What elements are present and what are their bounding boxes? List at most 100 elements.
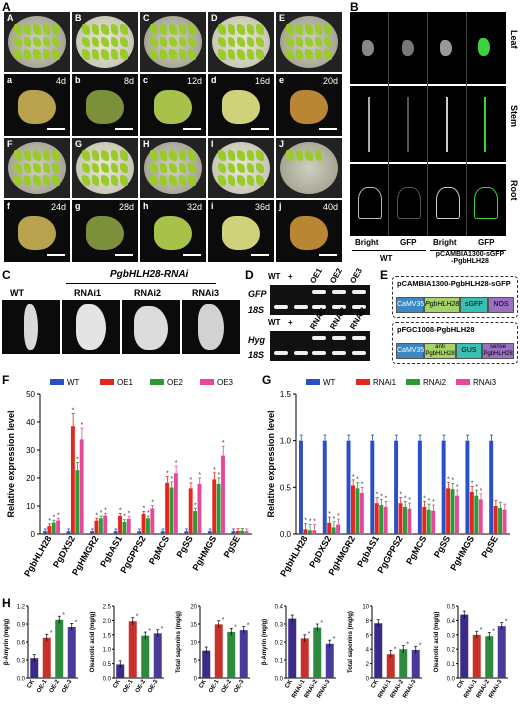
legend-label: RNAi2 [423, 378, 447, 387]
bar [67, 627, 76, 678]
bar [98, 518, 103, 534]
a-closeup-label: i [211, 201, 214, 211]
d-row-hyg: Hyg [248, 335, 266, 345]
bar [165, 482, 170, 534]
x-tick-label: OE-2 [49, 678, 62, 694]
bar [303, 529, 308, 534]
c-header: PgbHLH28-RNAi [110, 269, 189, 280]
bar [55, 619, 64, 678]
significance-star: * [308, 631, 311, 638]
scale-bar [115, 254, 133, 256]
a-closeup-b: b 8d [72, 74, 138, 136]
y-tick-label: 1.5 [103, 633, 112, 639]
bar [202, 650, 211, 678]
y-tick-label: 0.0 [17, 677, 26, 683]
b-row-stem: Stem [509, 105, 519, 128]
significance-star: * [356, 477, 359, 484]
significance-star: * [428, 498, 431, 505]
y-tick-label: 0 [194, 677, 198, 683]
bar [322, 440, 327, 534]
d-col-label: + [288, 318, 293, 327]
significance-star: * [505, 619, 508, 626]
a-closeup-label: b [75, 75, 81, 85]
significance-star: * [72, 407, 75, 414]
x-tick-label: OE-1 [208, 678, 221, 694]
scale-bar [47, 254, 65, 256]
significance-star: * [194, 502, 197, 509]
bar [431, 510, 436, 534]
panel-b-gfp-images [350, 12, 506, 236]
y-tick-label: 0.3 [275, 623, 284, 629]
a-dish-a: A [4, 12, 70, 72]
scale-bar [251, 254, 269, 256]
a-day-label: 24d [50, 202, 66, 212]
y-axis-label: Total saponins (mg/g) [348, 611, 354, 673]
y-tick-label: 0.9 [17, 623, 26, 629]
bar [184, 531, 189, 534]
scale-bar [183, 254, 201, 256]
bar [399, 649, 408, 678]
bar [497, 626, 506, 678]
x-tick-label: PgbHLH28 [278, 534, 309, 578]
x-tick-label: PgSE [222, 534, 242, 559]
bar [216, 483, 221, 534]
panel-label-d: D [245, 268, 254, 282]
y-tick-label: 10 [190, 641, 197, 647]
bar [386, 654, 395, 678]
e-v1-gene: PgbHLH28 [424, 297, 460, 313]
bar [160, 531, 165, 534]
bar [336, 524, 341, 534]
bar [70, 426, 75, 534]
e-v2-gus: GUS [456, 343, 482, 359]
scale-bar [47, 128, 65, 130]
significance-star: * [213, 467, 216, 474]
bar [56, 520, 61, 534]
x-tick-label: CK [370, 678, 380, 689]
legend-label: WT [323, 378, 336, 387]
significance-star: * [104, 507, 107, 514]
a-dish-label: I [211, 139, 214, 149]
c-root-rnai3 [182, 300, 240, 354]
a-dish-label: E [279, 13, 286, 23]
h-chart-6: 0.0 0.1 0.2 0.3 0.4 0.5 Oleanolic acid (mg/g) C… [434, 605, 508, 699]
bar [66, 531, 71, 534]
bar [169, 487, 174, 534]
significance-star: * [95, 512, 98, 519]
significance-star: * [394, 647, 397, 654]
e-v2-anti: anti PgbHLH28 [424, 343, 456, 359]
bar [244, 531, 249, 534]
significance-star: * [57, 512, 60, 519]
significance-star: * [62, 612, 65, 619]
significance-star: * [81, 422, 84, 429]
y-tick-label: 0.2 [447, 648, 456, 654]
significance-star: * [222, 617, 225, 624]
x-tick-label: OE-3 [233, 678, 246, 694]
bar [394, 440, 399, 534]
significance-star: * [217, 472, 220, 479]
e-v2-promoter: CaMV35S [396, 343, 429, 359]
a-day-label: 32d [186, 202, 202, 212]
bar [47, 526, 52, 534]
bar [221, 455, 225, 534]
bar [137, 531, 142, 534]
a-closeup-label: c [143, 75, 149, 85]
x-tick-label: RNAi-3 [402, 678, 418, 699]
b-col-gfp-2: GFP [478, 238, 495, 247]
c-label-rnai1: RNAi1 [74, 288, 102, 298]
a-closeup-label: f [7, 201, 10, 211]
bar [288, 618, 297, 678]
bar [235, 530, 240, 534]
legend-swatch [406, 379, 420, 385]
y-tick-label: 0.1 [447, 662, 456, 668]
significance-star: * [247, 623, 250, 630]
a-closeup-g: g 28d [72, 200, 138, 262]
y-tick-label: 0.5 [280, 483, 292, 492]
bar [493, 506, 498, 534]
y-tick-label: 2 [366, 662, 370, 668]
bar [42, 637, 51, 678]
legend-swatch [150, 379, 164, 385]
significance-star: * [352, 474, 355, 481]
significance-star: * [471, 480, 474, 487]
significance-star: * [128, 511, 131, 518]
e-vector-2: pFGC1008-PgbHLH28 CaMV35S anti PgbHLH28 … [392, 322, 518, 364]
